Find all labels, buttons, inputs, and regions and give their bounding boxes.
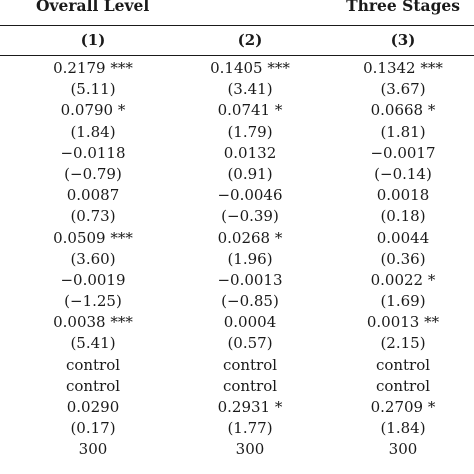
table-row: (5.41) (0.57) (2.15) (0, 333, 474, 354)
table-cell: (−1.25) (64, 292, 122, 311)
table-cell: 0.0013 ** (366, 313, 440, 332)
table-row: 0.0038 *** 0.0004 0.0013 ** (0, 312, 474, 333)
table-cell: 0.2709 * (370, 398, 436, 416)
table-cell: (0.18) (380, 207, 426, 226)
table-cell: (1.96) (227, 249, 273, 268)
table-cell: −0.0118 (60, 143, 126, 162)
group-header-row: Overall Level Three Stages (0, 0, 474, 22)
table-cell: control (65, 355, 121, 374)
table-cell: (1.69) (380, 292, 426, 311)
column-header-2: (2) (237, 31, 263, 49)
table-cell: 0.0087 (66, 186, 120, 205)
table-row: (0.17) (1.77) (1.84) (0, 418, 474, 439)
group-title-overall-level: Overall Level (36, 0, 150, 15)
table-cell: 0.2931 * (217, 398, 283, 416)
table-cell: 0.0004 (223, 313, 277, 332)
table-cell: (5.41) (70, 334, 116, 353)
table-rule-header (0, 55, 474, 56)
table-cell: (−0.39) (221, 207, 279, 226)
table-cell: 0.0268 * (217, 228, 283, 247)
table-cell: (0.73) (70, 207, 116, 226)
table-row: (−0.79) (0.91) (−0.14) (0, 164, 474, 185)
table-row: 0.0509 *** 0.0268 * 0.0044 (0, 228, 474, 249)
table-cell: (0.17) (70, 419, 116, 438)
table-cell: control (375, 355, 431, 374)
table-cell: (−0.79) (64, 164, 122, 183)
table-row: 0.0290 0.2931 * 0.2709 * (0, 397, 474, 418)
table-cell: 0.0509 *** (53, 228, 133, 247)
table-cell: (3.67) (380, 80, 426, 99)
table-cell: (1.84) (70, 122, 116, 141)
table-cell: 0.1342 *** (363, 59, 443, 77)
table-cell: (−0.85) (221, 292, 279, 311)
table-row: (1.84) (1.79) (1.81) (0, 122, 474, 143)
column-header-3: (3) (390, 31, 416, 49)
table-cell: 0.0018 (376, 186, 430, 205)
table-cell: 300 (235, 440, 265, 459)
table-cell: (1.79) (227, 122, 273, 141)
table-cell: 0.0038 *** (53, 313, 133, 332)
table-cell: control (222, 376, 278, 395)
table-row: 0.2179 *** 0.1405 *** 0.1342 *** (0, 58, 474, 79)
table-row: control control control (0, 355, 474, 376)
table-cell: (3.41) (227, 80, 273, 99)
table-cell: (1.81) (380, 122, 426, 141)
table-row: (0.73) (−0.39) (0.18) (0, 206, 474, 227)
table-cell: 300 (78, 440, 108, 459)
table-row: (−1.25) (−0.85) (1.69) (0, 291, 474, 312)
table-row: (3.60) (1.96) (0.36) (0, 249, 474, 270)
table-cell: 0.0022 * (370, 270, 436, 289)
table-cell: (−0.14) (374, 164, 432, 183)
table-cell: 0.2179 *** (53, 59, 133, 77)
table-cell: (5.11) (70, 80, 116, 99)
table-cell: (0.91) (227, 164, 273, 183)
column-header-row: (1) (2) (3) (0, 30, 474, 52)
table-cell: 0.0790 * (60, 101, 126, 120)
table-cell: 0.0132 (223, 143, 277, 162)
table-row: control control control (0, 376, 474, 397)
table-row: 0.0087 −0.0046 0.0018 (0, 185, 474, 206)
table-row: −0.0019 −0.0013 0.0022 * (0, 270, 474, 291)
table-cell: (1.77) (227, 419, 273, 438)
table-cell: control (222, 355, 278, 374)
table-cell: (3.60) (70, 249, 116, 268)
table-row: −0.0118 0.0132 −0.0017 (0, 143, 474, 164)
table-cell: 0.0668 * (370, 101, 436, 120)
table-row: 0.0790 * 0.0741 * 0.0668 * (0, 100, 474, 121)
table-cell: (1.84) (380, 419, 426, 438)
table-row: (5.11) (3.41) (3.67) (0, 79, 474, 100)
table-cell: −0.0017 (370, 143, 436, 162)
table-cell: 300 (388, 440, 418, 459)
table-cell: (0.57) (227, 334, 273, 353)
table-cell: control (65, 376, 121, 395)
table-cell: (0.36) (380, 249, 426, 268)
table-cell: −0.0013 (217, 270, 283, 289)
table-cell: control (375, 376, 431, 395)
table-body: 0.2179 *** 0.1405 *** 0.1342 *** (5.11) … (0, 58, 474, 461)
table-rule-top (0, 25, 474, 26)
column-header-1: (1) (80, 31, 106, 49)
table-cell: 0.0044 (376, 228, 430, 247)
table-cell: 0.0290 (66, 398, 120, 416)
table-cell: (2.15) (380, 334, 426, 353)
table-cell: −0.0019 (60, 270, 126, 289)
table-row: 300 300 300 (0, 439, 474, 460)
table-cell: 0.1405 *** (210, 59, 290, 77)
group-title-three-stages: Three Stages (346, 0, 460, 15)
table-cell: −0.0046 (217, 186, 283, 205)
table-cell: 0.0741 * (217, 101, 283, 120)
